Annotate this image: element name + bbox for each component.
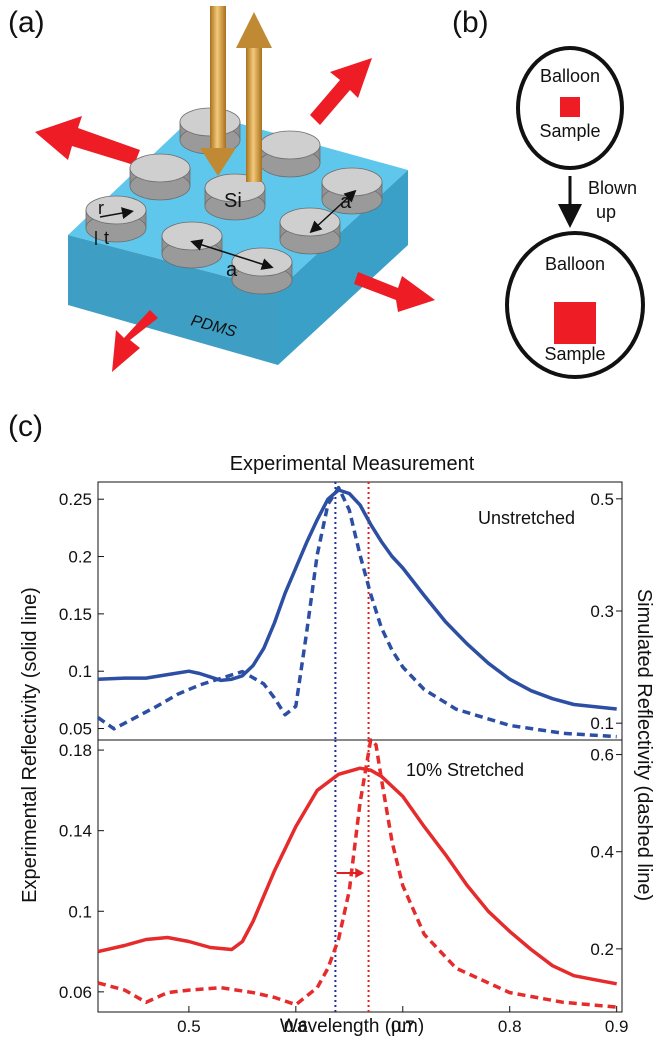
stretch-arrows xyxy=(35,58,435,372)
y2-tick-label: 0.1 xyxy=(590,714,614,733)
pdms-substrate-right xyxy=(278,170,408,365)
y-tick-label: 0.1 xyxy=(68,902,92,921)
y-tick-label: 0.15 xyxy=(59,605,92,624)
panel-label-c: (c) xyxy=(8,410,43,443)
pillar-label: Si xyxy=(224,190,242,212)
x-tick-label: 0.5 xyxy=(177,1017,201,1036)
radius-arrow xyxy=(99,207,134,219)
experimental-reflectivity-line xyxy=(97,766,618,986)
reflected-beam-head xyxy=(236,12,272,48)
x-tick-label: 0.7 xyxy=(391,1017,415,1036)
panel-label-b: (b) xyxy=(452,6,489,39)
lattice-label-diagonal: a xyxy=(340,191,352,213)
lattice-label-horizontal: a xyxy=(226,259,238,281)
stretch-arrow-lower-left xyxy=(112,310,158,372)
y2-tick-label: 0.6 xyxy=(590,746,614,765)
transition-label-2: up xyxy=(596,202,616,222)
plot-frame xyxy=(97,739,623,1013)
x-axis-label: Wavelength (µm) xyxy=(280,1016,424,1037)
stretched-plot: 0.06 0.1 0.14 0.18 0.2 0.4 0.6 0.5 0.6 0.7 0.8 0.9 1… xyxy=(59,738,629,1036)
experimental-reflectivity-line xyxy=(97,488,617,711)
balloon-panel: Balloon Sample Blown up Balloon Sample xyxy=(505,46,645,379)
simulated-reflectivity-line xyxy=(97,738,617,1009)
stretch-arrow-upper-left xyxy=(35,116,140,165)
x-tick-label: 0.6 xyxy=(284,1017,308,1036)
y-tick-label: 0.2 xyxy=(68,548,92,567)
y2-tick-label: 0.4 xyxy=(590,843,614,862)
lattice-arrow-diagonal xyxy=(309,189,357,234)
y-tick-label: 0.14 xyxy=(59,822,92,841)
si-pillar xyxy=(279,207,341,255)
incident-beam-head xyxy=(200,148,236,176)
transition-label-1: Blown xyxy=(588,178,637,198)
sample-before xyxy=(560,97,580,117)
balloon-before xyxy=(516,46,624,170)
y-tick-label: 0.06 xyxy=(59,983,92,1002)
unstretched-plot: 0.05 0.1 0.15 0.2 0.25 0.1 0.3 0.5 Unstretched xyxy=(59,481,623,741)
y-tick-label: 0.18 xyxy=(59,741,92,760)
y-tick-label: 0.05 xyxy=(59,720,92,739)
shift-arrow-head xyxy=(355,867,365,878)
lattice-arrow-horizontal xyxy=(190,239,274,270)
sample-label-after: Sample xyxy=(544,344,605,364)
si-pillar xyxy=(231,247,293,295)
y-tick-label: 0.25 xyxy=(59,490,92,509)
radius-label: r xyxy=(98,198,104,218)
right-axis-label: Simulated Reflectivity (dashed line) xyxy=(633,589,655,901)
light-beams xyxy=(200,6,272,182)
left-axis-label: Experimental Reflectivity (solid line) xyxy=(19,587,41,903)
incident-beam xyxy=(210,6,226,154)
si-pillar xyxy=(161,221,223,269)
y-tick-label: 0.1 xyxy=(68,662,92,681)
y2-tick-label: 0.2 xyxy=(590,940,614,959)
balloon-label-after: Balloon xyxy=(545,254,605,274)
reflected-beam xyxy=(246,42,262,182)
si-pillar xyxy=(129,153,191,201)
panel-annotation: Unstretched xyxy=(478,508,575,528)
y2-tick-label: 0.5 xyxy=(590,490,614,509)
si-pillar-radius xyxy=(85,195,147,243)
panel-annotation: 10% Stretched xyxy=(406,760,524,780)
sample-after xyxy=(554,302,596,344)
balloon-after xyxy=(505,231,645,379)
x-tick-label: 0.9 xyxy=(605,1017,629,1036)
balloon-label-before: Balloon xyxy=(540,66,600,86)
sample-label-before: Sample xyxy=(539,121,600,141)
y2-tick-label: 0.3 xyxy=(590,602,614,621)
si-pillar xyxy=(259,130,321,178)
panel-label-a: (a) xyxy=(8,6,45,39)
si-pillar xyxy=(321,167,383,215)
chart-title: Experimental Measurement xyxy=(230,453,475,475)
stretch-arrow-upper-right xyxy=(310,58,372,125)
stretch-arrow-lower-right xyxy=(354,272,435,312)
thickness-label: t xyxy=(104,228,109,248)
pdms-substrate-front xyxy=(68,235,278,365)
schematic-panel: PDMS Si r xyxy=(35,6,435,372)
x-tick-label: 0.8 xyxy=(498,1017,522,1036)
